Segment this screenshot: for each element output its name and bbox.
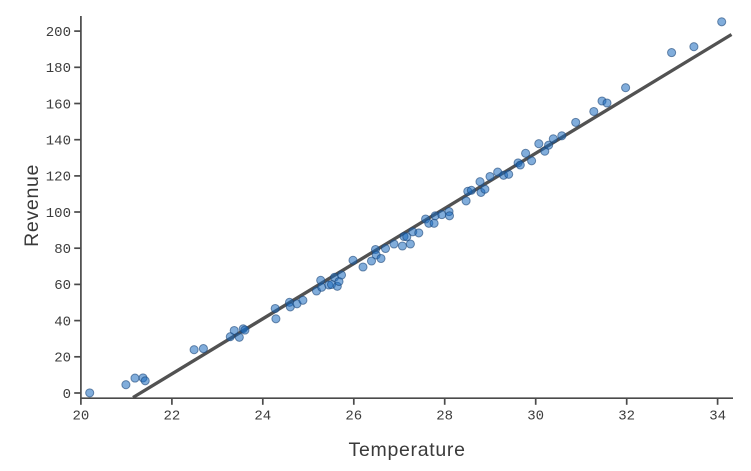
- svg-text:140: 140: [46, 134, 71, 150]
- svg-text:80: 80: [54, 242, 71, 258]
- svg-text:160: 160: [46, 97, 71, 113]
- svg-text:22: 22: [163, 409, 180, 425]
- svg-text:34: 34: [709, 409, 726, 425]
- svg-text:Revenue: Revenue: [21, 164, 43, 247]
- svg-text:32: 32: [618, 409, 635, 425]
- svg-text:20: 20: [54, 351, 71, 367]
- svg-text:200: 200: [46, 25, 71, 41]
- svg-text:60: 60: [54, 278, 71, 294]
- svg-text:20: 20: [72, 409, 89, 425]
- svg-text:28: 28: [436, 409, 453, 425]
- svg-text:0: 0: [63, 387, 71, 403]
- svg-text:26: 26: [345, 409, 362, 425]
- svg-text:40: 40: [54, 314, 71, 330]
- svg-text:100: 100: [46, 206, 71, 222]
- svg-text:180: 180: [46, 61, 71, 77]
- svg-text:24: 24: [254, 409, 271, 425]
- svg-text:Temperature: Temperature: [349, 439, 466, 461]
- svg-text:30: 30: [527, 409, 544, 425]
- svg-text:120: 120: [46, 170, 71, 186]
